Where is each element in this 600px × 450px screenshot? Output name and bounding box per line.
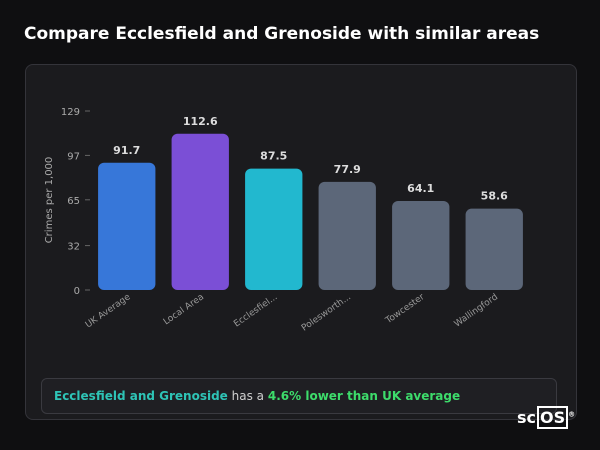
value-label: 87.5 bbox=[260, 150, 287, 163]
value-label: 58.6 bbox=[481, 190, 508, 203]
bar bbox=[98, 162, 156, 290]
y-tick-label: 32 bbox=[67, 242, 80, 253]
bar bbox=[392, 201, 450, 290]
summary-result: 4.6% lower than UK average bbox=[267, 389, 461, 403]
x-tick-label: Ecclesfiel... bbox=[232, 292, 279, 329]
value-label: 112.6 bbox=[183, 115, 218, 128]
summary-box: Ecclesfield and Grenoside has a 4.6% low… bbox=[41, 378, 557, 414]
y-tick-label: 97 bbox=[67, 151, 80, 162]
summary-text: has a bbox=[231, 389, 265, 403]
x-tick-label: Polesworth... bbox=[300, 292, 353, 333]
logo-prefix: sc bbox=[517, 408, 537, 427]
x-tick-label: Local Area bbox=[162, 292, 206, 327]
bar bbox=[318, 181, 376, 290]
x-tick-label: Wallingford bbox=[453, 292, 500, 329]
bar bbox=[171, 133, 229, 290]
logo: sc OS ® bbox=[517, 406, 576, 429]
value-label: 77.9 bbox=[334, 163, 361, 176]
bar bbox=[465, 208, 523, 290]
value-label: 91.7 bbox=[113, 144, 140, 157]
logo-mark: ® bbox=[568, 410, 576, 419]
y-axis-label: Crimes per 1,000 bbox=[44, 157, 55, 244]
bar bbox=[245, 168, 303, 290]
summary-area: Ecclesfield and Grenoside bbox=[54, 389, 228, 403]
value-label: 64.1 bbox=[407, 182, 434, 195]
y-tick-label: 129 bbox=[61, 107, 80, 118]
x-tick-label: Towcester bbox=[383, 292, 426, 327]
x-tick-label: UK Average bbox=[84, 292, 133, 330]
y-tick-label: 0 bbox=[74, 286, 80, 297]
page-title: Compare Ecclesfield and Grenoside with s… bbox=[24, 24, 540, 44]
y-tick-label: 65 bbox=[67, 196, 80, 207]
logo-boxed: OS bbox=[537, 406, 569, 429]
